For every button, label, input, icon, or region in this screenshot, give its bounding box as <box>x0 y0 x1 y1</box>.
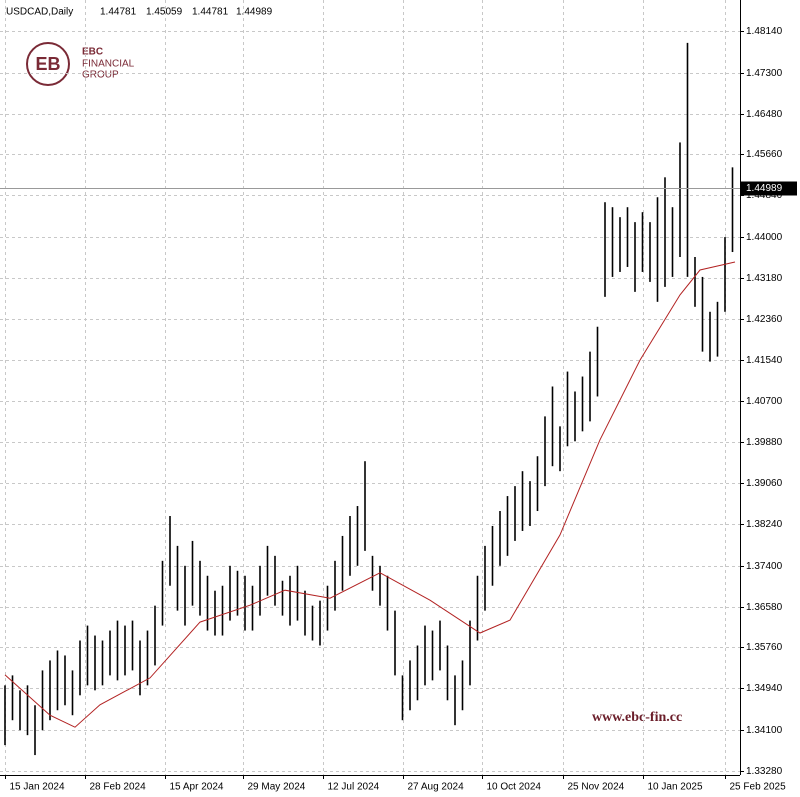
low: 1.44781 <box>192 7 229 18</box>
logo: EB EBC FINANCIAL GROUP <box>26 42 135 86</box>
y-tick-label: 1.35760 <box>746 642 783 653</box>
logo-mark: EB <box>35 54 60 74</box>
header: USDCAD,Daily 1.44781 1.45059 1.44781 1.4… <box>6 7 273 18</box>
y-tick-label: 1.34940 <box>746 683 783 694</box>
watermark: www.ebc-fin.cc <box>592 710 682 725</box>
y-tick-label: 1.44840 <box>746 190 783 201</box>
plot-area <box>0 0 740 775</box>
y-tick-label: 1.48140 <box>746 26 783 37</box>
x-tick-label: 29 May 2024 <box>248 782 306 793</box>
close: 1.44989 <box>236 7 273 18</box>
y-tick-label: 1.38240 <box>746 519 783 530</box>
logo-line: EBC <box>82 47 103 58</box>
x-tick-label: 27 Aug 2024 <box>408 782 465 793</box>
y-tick-label: 1.39880 <box>746 437 783 448</box>
logo-line: GROUP <box>82 70 119 81</box>
x-tick-label: 10 Jan 2025 <box>648 782 703 793</box>
y-tick-label: 1.36580 <box>746 602 783 613</box>
y-tick-label: 1.41540 <box>746 355 783 366</box>
y-tick-label: 1.45660 <box>746 149 783 160</box>
y-tick-label: 1.33280 <box>746 766 783 777</box>
x-tick-label: 15 Apr 2024 <box>170 782 224 793</box>
logo-ring <box>26 42 70 86</box>
y-tick-label: 1.47300 <box>746 68 783 79</box>
high: 1.45059 <box>146 7 183 18</box>
x-tick-label: 25 Feb 2025 <box>730 782 787 793</box>
x-tick-label: 12 Jul 2024 <box>328 782 380 793</box>
logo-line: FINANCIAL <box>82 59 135 70</box>
open: 1.44781 <box>100 7 137 18</box>
x-tick-label: 15 Jan 2024 <box>10 782 65 793</box>
x-tick-label: 28 Feb 2024 <box>90 782 147 793</box>
y-tick-label: 1.34100 <box>746 725 783 736</box>
x-tick-label: 10 Oct 2024 <box>487 782 542 793</box>
y-tick-label: 1.42360 <box>746 314 783 325</box>
y-tick-label: 1.39060 <box>746 478 783 489</box>
symbol: USDCAD,Daily <box>6 7 73 18</box>
x-tick-label: 25 Nov 2024 <box>568 782 625 793</box>
y-tick-label: 1.43180 <box>746 273 783 284</box>
moving-average <box>4 261 736 728</box>
y-tick-label: 1.40700 <box>746 396 783 407</box>
last-price-label: 1.44989 <box>746 183 783 194</box>
y-tick-label: 1.46480 <box>746 109 783 120</box>
y-tick-label: 1.37400 <box>746 561 783 572</box>
y-tick-label: 1.44000 <box>746 232 783 243</box>
last-price-box <box>741 181 797 196</box>
